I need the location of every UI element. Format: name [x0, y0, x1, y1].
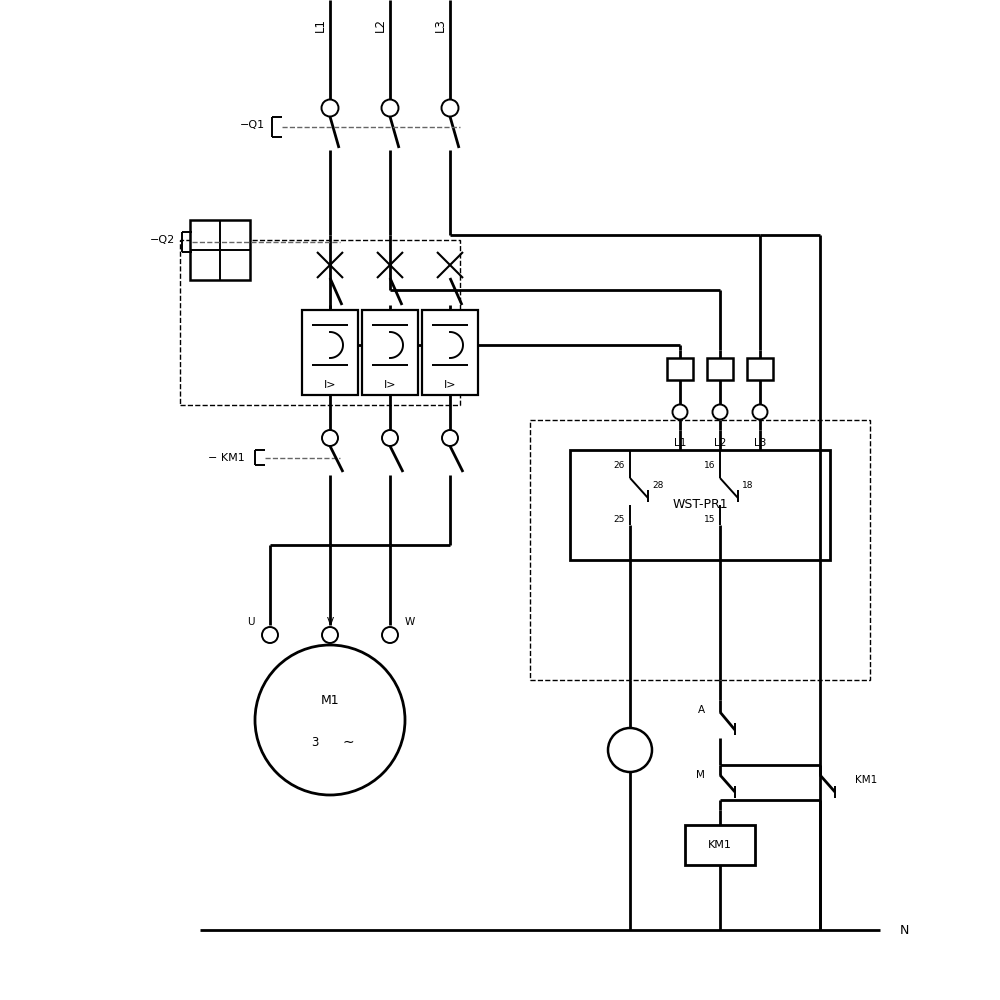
Text: 28: 28	[652, 481, 663, 489]
Circle shape	[442, 100, 458, 116]
Text: M: M	[696, 770, 705, 780]
Text: A: A	[698, 705, 705, 715]
Text: V: V	[326, 617, 334, 627]
Circle shape	[712, 404, 728, 420]
Text: L2: L2	[714, 438, 726, 448]
Bar	[685, 825, 755, 865]
Text: WST-PR1: WST-PR1	[672, 498, 728, 512]
Bar	[190, 220, 250, 280]
Circle shape	[322, 627, 338, 643]
Text: L1: L1	[314, 18, 327, 32]
Circle shape	[382, 100, 398, 116]
Circle shape	[608, 728, 652, 772]
Text: 16: 16	[704, 460, 715, 470]
Circle shape	[322, 430, 338, 446]
Bar	[707, 358, 733, 380]
Text: L3: L3	[754, 438, 766, 448]
Text: 15: 15	[704, 516, 715, 524]
Bar	[530, 420, 870, 680]
Text: − KM1: − KM1	[208, 453, 245, 463]
Text: M1: M1	[321, 694, 339, 706]
Bar	[667, 358, 693, 380]
Circle shape	[322, 100, 338, 116]
Circle shape	[255, 645, 405, 795]
Bar	[362, 310, 418, 395]
Text: L3: L3	[434, 18, 447, 32]
Bar	[422, 310, 478, 395]
Circle shape	[262, 627, 278, 643]
Text: 26: 26	[614, 460, 625, 470]
Bar	[180, 240, 460, 405]
Text: ∼: ∼	[342, 735, 354, 749]
Text: L1: L1	[674, 438, 686, 448]
Circle shape	[753, 404, 768, 420]
Text: N: N	[900, 924, 909, 936]
Text: L2: L2	[374, 18, 387, 32]
Text: 3: 3	[311, 736, 319, 748]
Text: W: W	[405, 617, 415, 627]
Text: I>: I>	[324, 380, 336, 390]
Bar	[302, 310, 358, 395]
Text: −Q2: −Q2	[150, 235, 175, 245]
Text: KM1: KM1	[708, 840, 732, 850]
Text: KM1: KM1	[855, 775, 877, 785]
Text: I>: I>	[444, 380, 456, 390]
Circle shape	[382, 627, 398, 643]
Bar	[570, 450, 830, 560]
Text: I>: I>	[384, 380, 396, 390]
Circle shape	[442, 430, 458, 446]
Text: −Q1: −Q1	[240, 120, 265, 130]
Text: 18: 18	[742, 481, 754, 489]
Text: 25: 25	[614, 516, 625, 524]
Circle shape	[672, 404, 688, 420]
Bar	[747, 358, 773, 380]
Text: U: U	[248, 617, 255, 627]
Circle shape	[382, 430, 398, 446]
